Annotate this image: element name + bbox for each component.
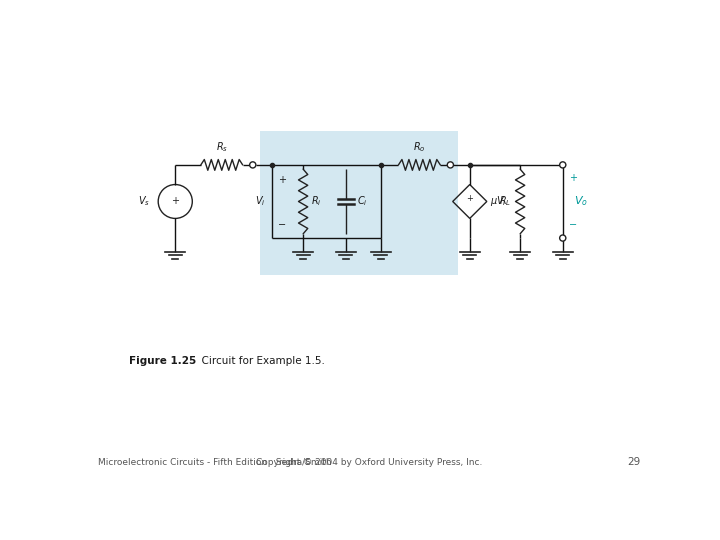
Text: $R_i$: $R_i$ (311, 194, 322, 208)
Text: 29: 29 (627, 457, 640, 467)
Circle shape (559, 162, 566, 168)
Text: +: + (467, 193, 473, 202)
Text: Circuit for Example 1.5.: Circuit for Example 1.5. (194, 356, 325, 366)
Text: −: − (569, 220, 577, 231)
Text: $C_i$: $C_i$ (356, 194, 367, 208)
Text: +: + (171, 197, 179, 206)
Text: $R_s$: $R_s$ (216, 140, 228, 154)
Text: Microelectronic Circuits - Fifth Edition   Sedra/Smith: Microelectronic Circuits - Fifth Edition… (98, 458, 331, 467)
Text: Copyright © 2004 by Oxford University Press, Inc.: Copyright © 2004 by Oxford University Pr… (256, 458, 482, 467)
Text: $V_o$: $V_o$ (574, 194, 588, 208)
Text: $R_L$: $R_L$ (499, 194, 510, 208)
Text: +: + (277, 175, 286, 185)
Text: $V_s$: $V_s$ (138, 194, 150, 208)
Text: Figure 1.25: Figure 1.25 (129, 356, 196, 366)
Circle shape (250, 162, 256, 168)
Text: −: − (277, 220, 286, 231)
Circle shape (447, 162, 454, 168)
Text: $\mu V_i$: $\mu V_i$ (490, 194, 507, 208)
Text: $R_o$: $R_o$ (413, 140, 426, 154)
Bar (260, 131, 459, 275)
Text: +: + (569, 173, 577, 183)
Circle shape (559, 235, 566, 241)
Text: $V_i$: $V_i$ (256, 194, 266, 208)
